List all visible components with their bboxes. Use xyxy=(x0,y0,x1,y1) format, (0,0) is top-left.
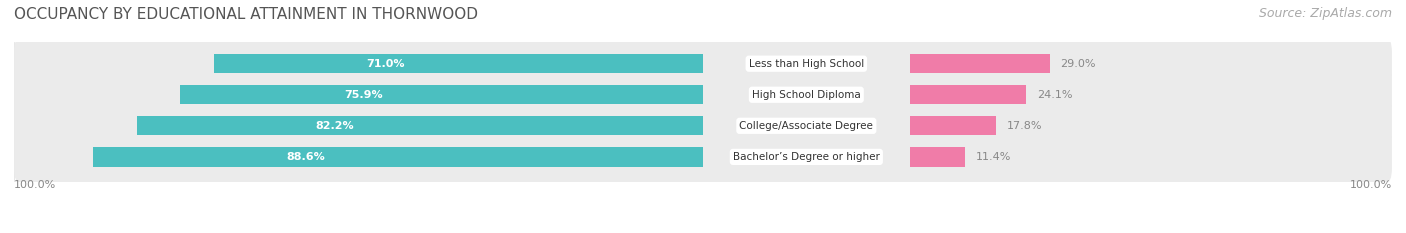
Text: 71.0%: 71.0% xyxy=(366,59,405,69)
FancyBboxPatch shape xyxy=(14,68,1392,121)
Text: High School Diploma: High School Diploma xyxy=(752,90,860,100)
Bar xyxy=(910,147,965,167)
Bar xyxy=(93,147,703,167)
Bar xyxy=(136,116,703,135)
Text: 82.2%: 82.2% xyxy=(315,121,354,131)
Text: 100.0%: 100.0% xyxy=(14,180,56,190)
Bar xyxy=(214,54,703,73)
Text: 29.0%: 29.0% xyxy=(1060,59,1097,69)
Text: 11.4%: 11.4% xyxy=(976,152,1011,162)
FancyBboxPatch shape xyxy=(14,37,1392,90)
Bar xyxy=(910,85,1026,104)
Bar xyxy=(910,116,995,135)
Text: OCCUPANCY BY EDUCATIONAL ATTAINMENT IN THORNWOOD: OCCUPANCY BY EDUCATIONAL ATTAINMENT IN T… xyxy=(14,7,478,22)
Text: Less than High School: Less than High School xyxy=(749,59,863,69)
Text: 75.9%: 75.9% xyxy=(344,90,382,100)
Text: 100.0%: 100.0% xyxy=(1350,180,1392,190)
FancyBboxPatch shape xyxy=(14,130,1392,184)
Text: 17.8%: 17.8% xyxy=(1007,121,1042,131)
Text: Bachelor’s Degree or higher: Bachelor’s Degree or higher xyxy=(733,152,880,162)
Bar xyxy=(910,54,1049,73)
Bar xyxy=(180,85,703,104)
Text: Source: ZipAtlas.com: Source: ZipAtlas.com xyxy=(1258,7,1392,20)
Text: 88.6%: 88.6% xyxy=(287,152,326,162)
Text: 24.1%: 24.1% xyxy=(1038,90,1073,100)
FancyBboxPatch shape xyxy=(14,99,1392,153)
Text: College/Associate Degree: College/Associate Degree xyxy=(740,121,873,131)
